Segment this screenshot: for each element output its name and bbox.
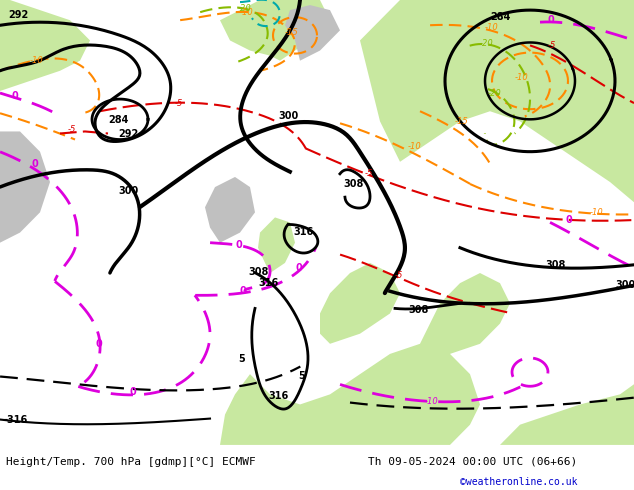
Text: Th 09-05-2024 00:00 UTC (06+66): Th 09-05-2024 00:00 UTC (06+66) — [368, 457, 577, 467]
Polygon shape — [320, 263, 400, 344]
Text: 284: 284 — [108, 115, 128, 125]
Text: 0: 0 — [295, 263, 302, 273]
Text: -10: -10 — [30, 56, 44, 65]
Text: -5: -5 — [548, 41, 557, 50]
Polygon shape — [360, 0, 634, 202]
Text: 292: 292 — [8, 10, 29, 20]
Text: -20: -20 — [238, 3, 252, 13]
Text: 300: 300 — [278, 111, 298, 122]
Text: 0: 0 — [235, 240, 242, 250]
Text: 5: 5 — [298, 371, 305, 381]
Text: Height/Temp. 700 hPa [gdmp][°C] ECMWF: Height/Temp. 700 hPa [gdmp][°C] ECMWF — [6, 457, 256, 467]
Text: 300: 300 — [118, 186, 138, 196]
Text: -5: -5 — [68, 125, 76, 134]
Text: -316: -316 — [4, 415, 29, 425]
Polygon shape — [285, 5, 340, 61]
Text: 0: 0 — [565, 216, 572, 225]
Text: 316: 316 — [258, 278, 278, 288]
Text: 316: 316 — [268, 392, 288, 401]
Text: 308: 308 — [248, 267, 268, 277]
Text: -20: -20 — [488, 89, 501, 98]
Text: 308: 308 — [343, 179, 363, 189]
Text: -5: -5 — [365, 170, 373, 178]
Text: 316: 316 — [293, 226, 313, 237]
Text: -15: -15 — [455, 117, 469, 126]
Polygon shape — [205, 177, 255, 243]
Text: -10: -10 — [485, 23, 499, 32]
Text: -20: -20 — [480, 39, 494, 48]
Text: -10: -10 — [515, 74, 529, 82]
Text: 0: 0 — [548, 15, 555, 25]
Text: -15: -15 — [285, 28, 299, 37]
Text: 0: 0 — [130, 387, 137, 397]
Text: -10: -10 — [590, 208, 604, 217]
Text: 0: 0 — [12, 91, 19, 101]
Text: 5: 5 — [238, 354, 245, 364]
Text: -10: -10 — [425, 397, 439, 406]
Text: ©weatheronline.co.uk: ©weatheronline.co.uk — [460, 477, 578, 487]
Text: 292: 292 — [118, 128, 138, 139]
Text: 0: 0 — [32, 159, 39, 169]
Text: -10: -10 — [408, 142, 422, 151]
Polygon shape — [220, 0, 330, 61]
Text: 0: 0 — [95, 339, 101, 349]
Text: 284: 284 — [490, 12, 510, 22]
Polygon shape — [420, 273, 510, 364]
Text: 300: 300 — [615, 280, 634, 290]
Polygon shape — [0, 131, 50, 243]
Polygon shape — [500, 384, 634, 445]
Text: 308: 308 — [408, 305, 429, 316]
Polygon shape — [220, 344, 480, 445]
Text: 0: 0 — [240, 286, 247, 296]
Text: -10: -10 — [240, 8, 254, 17]
Polygon shape — [258, 218, 295, 273]
Polygon shape — [0, 0, 90, 91]
Text: -5: -5 — [395, 270, 403, 279]
Text: 308: 308 — [545, 260, 566, 270]
Text: -5: -5 — [175, 98, 183, 108]
